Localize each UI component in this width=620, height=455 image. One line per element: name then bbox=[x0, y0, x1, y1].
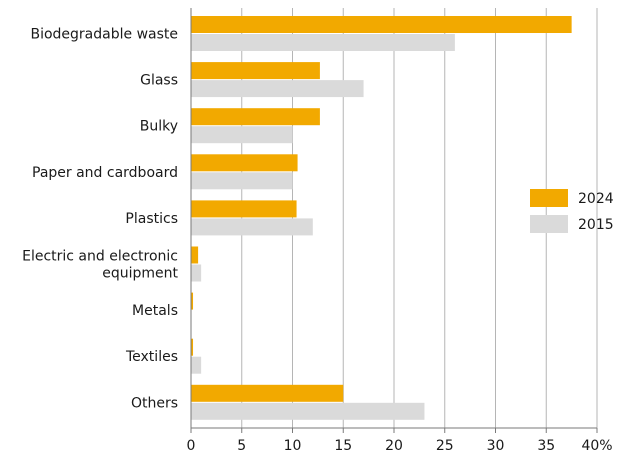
x-axis: 0 5 10 15 20 25 30 35 40% bbox=[187, 8, 613, 454]
category-label: equipment bbox=[102, 266, 178, 282]
bar-2015 bbox=[191, 264, 202, 282]
legend: 2024 2015 bbox=[530, 189, 614, 233]
legend-swatch bbox=[530, 189, 568, 207]
bar-2015 bbox=[191, 356, 202, 374]
bar-2024 bbox=[191, 108, 320, 126]
bars bbox=[191, 16, 572, 420]
bar-2024 bbox=[191, 200, 297, 218]
bar-2015 bbox=[191, 80, 364, 98]
x-tick-label: 25 bbox=[436, 438, 454, 454]
legend-label: 2015 bbox=[578, 217, 614, 233]
category-label: Electric and electronic bbox=[22, 249, 178, 265]
category-label: Biodegradable waste bbox=[30, 27, 178, 43]
x-tick-label: 30 bbox=[487, 438, 505, 454]
bar-2015 bbox=[191, 402, 425, 420]
x-tick-label: 20 bbox=[385, 438, 403, 454]
category-label: Others bbox=[131, 395, 178, 411]
category-label: Plastics bbox=[125, 211, 178, 227]
x-tick-label: 35 bbox=[537, 438, 555, 454]
bar-2015 bbox=[191, 172, 293, 190]
category-label: Bulky bbox=[140, 119, 178, 135]
bar-2024 bbox=[191, 384, 344, 402]
x-tick-label: 15 bbox=[334, 438, 352, 454]
legend-swatch bbox=[530, 215, 568, 233]
legend-label: 2024 bbox=[578, 191, 614, 207]
category-label: Textiles bbox=[125, 349, 178, 365]
x-tick-label: 5 bbox=[237, 438, 246, 454]
bar-2024 bbox=[191, 154, 298, 172]
bar-2015 bbox=[191, 126, 293, 144]
bar-2024 bbox=[191, 338, 194, 356]
category-labels: Biodegradable waste Glass Bulky Paper and c… bbox=[22, 27, 178, 412]
bar-2024 bbox=[191, 62, 320, 80]
bar-2024 bbox=[191, 292, 194, 310]
x-tick-label: 40% bbox=[581, 438, 612, 454]
x-tick-label: 0 bbox=[187, 438, 196, 454]
category-label: Metals bbox=[132, 303, 178, 319]
category-label: Glass bbox=[140, 73, 178, 89]
bar-2015 bbox=[191, 218, 313, 236]
bar-2024 bbox=[191, 246, 199, 264]
x-tick-label: 10 bbox=[284, 438, 302, 454]
bar-2015 bbox=[191, 34, 455, 51]
category-label: Paper and cardboard bbox=[32, 165, 178, 181]
bar-2024 bbox=[191, 16, 572, 33]
